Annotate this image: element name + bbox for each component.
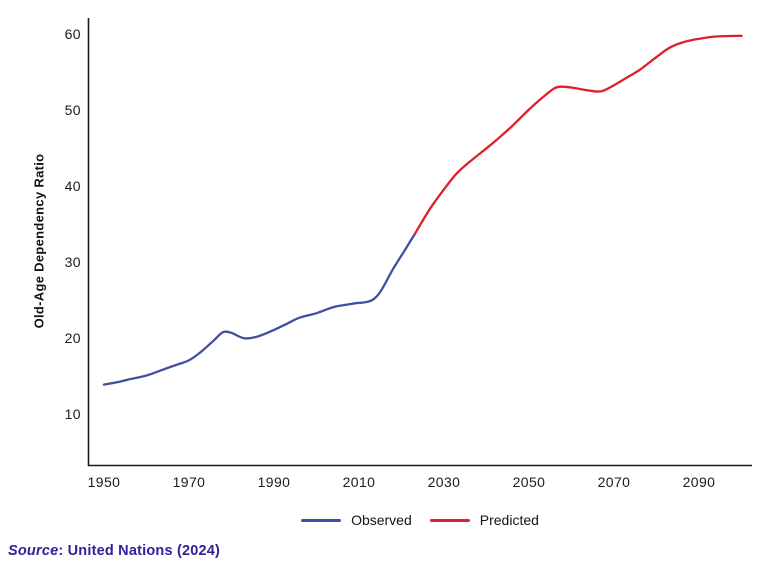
y-tick-label: 30 [64,253,81,270]
y-tick-label: 50 [64,101,81,118]
x-tick-label: 1950 [87,474,121,490]
x-tick-label: 1970 [172,474,206,490]
y-tick-label: 20 [64,329,81,346]
y-tick-label: 60 [64,25,81,42]
y-tick-label: 40 [64,177,81,194]
series-paths [102,34,743,386]
legend-label-predicted: Predicted [479,512,539,528]
x-tick-label: 2050 [512,474,546,490]
x-tick-label: 2010 [342,474,376,490]
x-tick-label: 2030 [427,474,461,490]
x-tick-label: 2070 [597,474,631,490]
y-tick-label: 10 [64,405,81,422]
observed-line-swatch [301,518,342,522]
legend-label-observed: Observed [351,512,412,528]
series-line-observed [102,233,416,386]
source-text: : United Nations (2024) [58,543,221,559]
legend-item-predicted: Predicted [429,512,539,528]
source-label: Source [8,543,59,559]
x-tick-label: 2090 [682,474,716,490]
predicted-line-swatch [429,518,470,522]
legend-item-observed: Observed [301,512,412,528]
legend: Observed Predicted [88,509,752,531]
x-tick-label: 1990 [257,474,291,490]
source-note: Source: United Nations (2024) [8,543,220,559]
series-line-predicted [413,34,743,237]
